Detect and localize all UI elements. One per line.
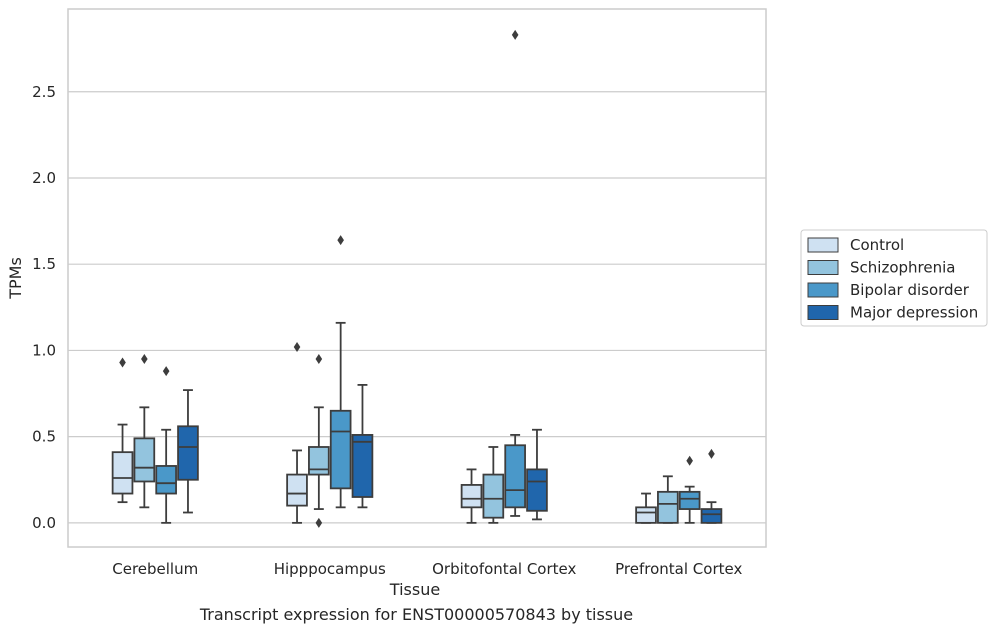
outlier-marker (708, 448, 715, 459)
legend-swatch (807, 282, 839, 298)
box-group (657, 475, 679, 524)
box-iqr (657, 490, 679, 524)
outlier-marker (119, 357, 126, 368)
legend-swatch (807, 305, 839, 320)
outlier-marker (315, 354, 323, 365)
legend-label: Bipolar disorder (850, 281, 970, 299)
legend-swatch (807, 260, 839, 275)
box-group (482, 446, 505, 524)
box-group (286, 341, 308, 524)
box-iqr (351, 434, 374, 498)
x-tick-label: Prefrontal Cortex (615, 560, 742, 578)
box-group (308, 354, 330, 528)
legend-frame (800, 229, 988, 327)
box-group (329, 235, 352, 509)
box-iqr (526, 468, 548, 512)
boxes (111, 29, 723, 528)
legend-items: Control Schizophrenia Bipolar disorder Majo… (807, 236, 978, 322)
grid-lines (68, 91, 766, 524)
outlier-marker (511, 29, 519, 40)
box-iqr (504, 444, 526, 509)
box-iqr (329, 409, 352, 490)
outlier-marker (686, 455, 693, 466)
box-iqr (678, 490, 701, 510)
box-iqr (111, 451, 134, 495)
box-iqr (177, 425, 199, 481)
box-group (351, 384, 374, 509)
box-iqr (286, 473, 308, 507)
y-tick-label: 1.0 (32, 341, 56, 359)
outlier-marker (293, 341, 301, 352)
box-iqr (460, 484, 483, 509)
outlier-marker (337, 235, 344, 246)
x-tick-labels: Cerebellum Hipppocampus Orbitofontal Corte… (112, 560, 742, 578)
plot-frame (67, 8, 767, 548)
box-iqr (635, 506, 657, 524)
y-tick-label: 0.5 (32, 428, 56, 446)
x-axis-label: Tissue (389, 580, 440, 599)
box-group (460, 468, 483, 524)
y-tick-labels: 0.0 0.5 1.0 1.5 2.0 2.5 (32, 83, 56, 532)
box-group (526, 428, 548, 521)
box-group (700, 448, 723, 524)
legend-label: Major depression (850, 304, 978, 322)
outlier-marker (162, 366, 170, 377)
y-tick-label: 0.0 (32, 514, 56, 532)
box-group (133, 354, 156, 509)
y-tick-label: 2.0 (32, 169, 56, 187)
outlier-marker (315, 517, 323, 528)
figure-caption: Transcript expression for ENST0000057084… (199, 605, 634, 624)
box-group (678, 455, 701, 524)
y-tick-label: 2.5 (32, 83, 56, 101)
box-group (177, 389, 199, 514)
legend-label: Schizophrenia (850, 259, 955, 277)
legend-swatch (807, 237, 839, 253)
box-group (635, 492, 657, 524)
box-iqr (482, 473, 505, 519)
x-tick-label: Orbitofontal Cortex (432, 560, 576, 578)
y-axis-label: TPMs (6, 257, 25, 300)
x-tick-label: Cerebellum (112, 560, 198, 578)
box-iqr (308, 446, 330, 476)
box-group (504, 29, 526, 517)
y-tick-label: 1.5 (32, 255, 56, 273)
box-iqr (155, 465, 177, 495)
box-group (155, 366, 177, 524)
box-iqr (700, 508, 723, 524)
box-group (111, 357, 134, 504)
legend: Control Schizophrenia Bipolar disorder Majo… (800, 229, 988, 327)
outlier-marker (141, 354, 148, 365)
legend-label: Control (850, 236, 904, 254)
x-tick-label: Hipppocampus (274, 560, 386, 578)
box-iqr (133, 437, 156, 483)
